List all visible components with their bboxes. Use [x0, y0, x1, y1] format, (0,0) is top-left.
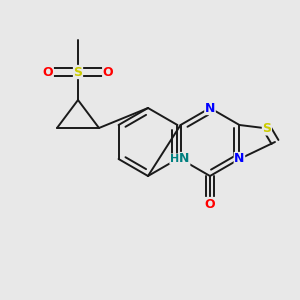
Text: O: O	[205, 197, 215, 211]
Text: S: S	[74, 65, 82, 79]
Text: N: N	[205, 101, 215, 115]
Text: S: S	[262, 122, 272, 135]
Text: O: O	[43, 65, 53, 79]
Text: H: H	[170, 154, 179, 164]
Text: N: N	[179, 152, 190, 166]
Text: O: O	[103, 65, 113, 79]
Text: N: N	[234, 152, 244, 166]
